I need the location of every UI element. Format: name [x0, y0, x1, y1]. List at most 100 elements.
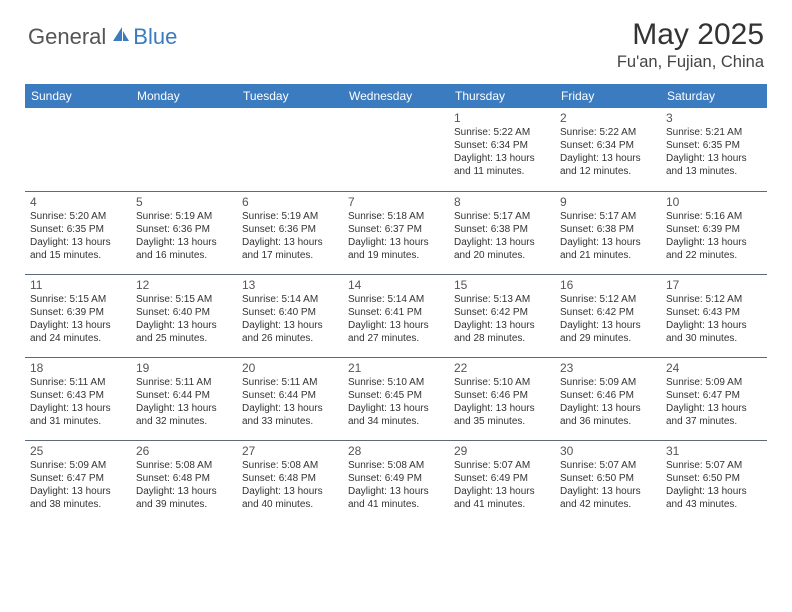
- day-number: 6: [242, 195, 338, 209]
- sunrise-line: Sunrise: 5:08 AM: [136, 459, 232, 472]
- calendar-cell: 29Sunrise: 5:07 AMSunset: 6:49 PMDayligh…: [449, 440, 555, 523]
- sunrise-line: Sunrise: 5:12 AM: [666, 293, 762, 306]
- day-info: Sunrise: 5:15 AMSunset: 6:39 PMDaylight:…: [30, 293, 126, 345]
- sunrise-line: Sunrise: 5:11 AM: [30, 376, 126, 389]
- day-info: Sunrise: 5:09 AMSunset: 6:46 PMDaylight:…: [560, 376, 656, 428]
- day-header: Thursday: [449, 84, 555, 108]
- sunset-line: Sunset: 6:40 PM: [242, 306, 338, 319]
- calendar-cell: 6Sunrise: 5:19 AMSunset: 6:36 PMDaylight…: [237, 191, 343, 274]
- sunrise-line: Sunrise: 5:22 AM: [454, 126, 550, 139]
- day-header: Friday: [555, 84, 661, 108]
- sunrise-line: Sunrise: 5:15 AM: [136, 293, 232, 306]
- calendar-cell: [237, 108, 343, 191]
- daylight-line: Daylight: 13 hours and 26 minutes.: [242, 319, 338, 345]
- day-number: 19: [136, 361, 232, 375]
- day-number: 18: [30, 361, 126, 375]
- daylight-line: Daylight: 13 hours and 25 minutes.: [136, 319, 232, 345]
- calendar-cell: 8Sunrise: 5:17 AMSunset: 6:38 PMDaylight…: [449, 191, 555, 274]
- day-number: 10: [666, 195, 762, 209]
- day-number: 21: [348, 361, 444, 375]
- day-number: 17: [666, 278, 762, 292]
- day-number: 5: [136, 195, 232, 209]
- day-info: Sunrise: 5:07 AMSunset: 6:50 PMDaylight:…: [560, 459, 656, 511]
- calendar-cell: 13Sunrise: 5:14 AMSunset: 6:40 PMDayligh…: [237, 274, 343, 357]
- sunrise-line: Sunrise: 5:21 AM: [666, 126, 762, 139]
- daylight-line: Daylight: 13 hours and 17 minutes.: [242, 236, 338, 262]
- daylight-line: Daylight: 13 hours and 40 minutes.: [242, 485, 338, 511]
- daylight-line: Daylight: 13 hours and 11 minutes.: [454, 152, 550, 178]
- day-header: Tuesday: [237, 84, 343, 108]
- day-header: Wednesday: [343, 84, 449, 108]
- sunset-line: Sunset: 6:43 PM: [30, 389, 126, 402]
- sunrise-line: Sunrise: 5:17 AM: [454, 210, 550, 223]
- daylight-line: Daylight: 13 hours and 38 minutes.: [30, 485, 126, 511]
- day-info: Sunrise: 5:17 AMSunset: 6:38 PMDaylight:…: [560, 210, 656, 262]
- sunset-line: Sunset: 6:48 PM: [242, 472, 338, 485]
- day-info: Sunrise: 5:17 AMSunset: 6:38 PMDaylight:…: [454, 210, 550, 262]
- sunset-line: Sunset: 6:39 PM: [30, 306, 126, 319]
- daylight-line: Daylight: 13 hours and 28 minutes.: [454, 319, 550, 345]
- sunrise-line: Sunrise: 5:18 AM: [348, 210, 444, 223]
- calendar-cell: 15Sunrise: 5:13 AMSunset: 6:42 PMDayligh…: [449, 274, 555, 357]
- sunset-line: Sunset: 6:47 PM: [666, 389, 762, 402]
- sunrise-line: Sunrise: 5:08 AM: [242, 459, 338, 472]
- sunset-line: Sunset: 6:39 PM: [666, 223, 762, 236]
- sunset-line: Sunset: 6:46 PM: [560, 389, 656, 402]
- daylight-line: Daylight: 13 hours and 41 minutes.: [454, 485, 550, 511]
- daylight-line: Daylight: 13 hours and 43 minutes.: [666, 485, 762, 511]
- location-text: Fu'an, Fujian, China: [617, 53, 764, 72]
- calendar-cell: 12Sunrise: 5:15 AMSunset: 6:40 PMDayligh…: [131, 274, 237, 357]
- day-number: 12: [136, 278, 232, 292]
- daylight-line: Daylight: 13 hours and 20 minutes.: [454, 236, 550, 262]
- calendar-head: SundayMondayTuesdayWednesdayThursdayFrid…: [25, 84, 767, 108]
- day-info: Sunrise: 5:21 AMSunset: 6:35 PMDaylight:…: [666, 126, 762, 178]
- day-number: 30: [560, 444, 656, 458]
- day-info: Sunrise: 5:14 AMSunset: 6:40 PMDaylight:…: [242, 293, 338, 345]
- sunset-line: Sunset: 6:46 PM: [454, 389, 550, 402]
- calendar-body: 1Sunrise: 5:22 AMSunset: 6:34 PMDaylight…: [25, 108, 767, 523]
- day-info: Sunrise: 5:18 AMSunset: 6:37 PMDaylight:…: [348, 210, 444, 262]
- sunrise-line: Sunrise: 5:07 AM: [666, 459, 762, 472]
- sunset-line: Sunset: 6:47 PM: [30, 472, 126, 485]
- sunrise-line: Sunrise: 5:07 AM: [454, 459, 550, 472]
- day-info: Sunrise: 5:19 AMSunset: 6:36 PMDaylight:…: [136, 210, 232, 262]
- day-number: 11: [30, 278, 126, 292]
- day-number: 8: [454, 195, 550, 209]
- sunset-line: Sunset: 6:49 PM: [348, 472, 444, 485]
- daylight-line: Daylight: 13 hours and 21 minutes.: [560, 236, 656, 262]
- sunrise-line: Sunrise: 5:12 AM: [560, 293, 656, 306]
- day-number: 26: [136, 444, 232, 458]
- day-info: Sunrise: 5:08 AMSunset: 6:48 PMDaylight:…: [136, 459, 232, 511]
- day-header: Sunday: [25, 84, 131, 108]
- daylight-line: Daylight: 13 hours and 29 minutes.: [560, 319, 656, 345]
- sunrise-line: Sunrise: 5:07 AM: [560, 459, 656, 472]
- calendar-cell: 28Sunrise: 5:08 AMSunset: 6:49 PMDayligh…: [343, 440, 449, 523]
- sunset-line: Sunset: 6:36 PM: [136, 223, 232, 236]
- calendar-row: 4Sunrise: 5:20 AMSunset: 6:35 PMDaylight…: [25, 191, 767, 274]
- sunset-line: Sunset: 6:38 PM: [560, 223, 656, 236]
- daylight-line: Daylight: 13 hours and 42 minutes.: [560, 485, 656, 511]
- day-header: Monday: [131, 84, 237, 108]
- day-number: 3: [666, 111, 762, 125]
- day-number: 4: [30, 195, 126, 209]
- calendar-row: 25Sunrise: 5:09 AMSunset: 6:47 PMDayligh…: [25, 440, 767, 523]
- page-header: General Blue May 2025 Fu'an, Fujian, Chi…: [0, 0, 792, 76]
- sunrise-line: Sunrise: 5:13 AM: [454, 293, 550, 306]
- calendar-cell: 27Sunrise: 5:08 AMSunset: 6:48 PMDayligh…: [237, 440, 343, 523]
- day-number: 2: [560, 111, 656, 125]
- sunset-line: Sunset: 6:48 PM: [136, 472, 232, 485]
- day-info: Sunrise: 5:14 AMSunset: 6:41 PMDaylight:…: [348, 293, 444, 345]
- calendar-cell: [131, 108, 237, 191]
- calendar-cell: 2Sunrise: 5:22 AMSunset: 6:34 PMDaylight…: [555, 108, 661, 191]
- day-number: 1: [454, 111, 550, 125]
- calendar-cell: 16Sunrise: 5:12 AMSunset: 6:42 PMDayligh…: [555, 274, 661, 357]
- title-block: May 2025 Fu'an, Fujian, China: [617, 18, 764, 72]
- calendar-cell: 24Sunrise: 5:09 AMSunset: 6:47 PMDayligh…: [661, 357, 767, 440]
- day-info: Sunrise: 5:11 AMSunset: 6:43 PMDaylight:…: [30, 376, 126, 428]
- daylight-line: Daylight: 13 hours and 34 minutes.: [348, 402, 444, 428]
- day-info: Sunrise: 5:07 AMSunset: 6:50 PMDaylight:…: [666, 459, 762, 511]
- calendar-cell: 31Sunrise: 5:07 AMSunset: 6:50 PMDayligh…: [661, 440, 767, 523]
- daylight-line: Daylight: 13 hours and 37 minutes.: [666, 402, 762, 428]
- calendar-cell: 25Sunrise: 5:09 AMSunset: 6:47 PMDayligh…: [25, 440, 131, 523]
- day-number: 20: [242, 361, 338, 375]
